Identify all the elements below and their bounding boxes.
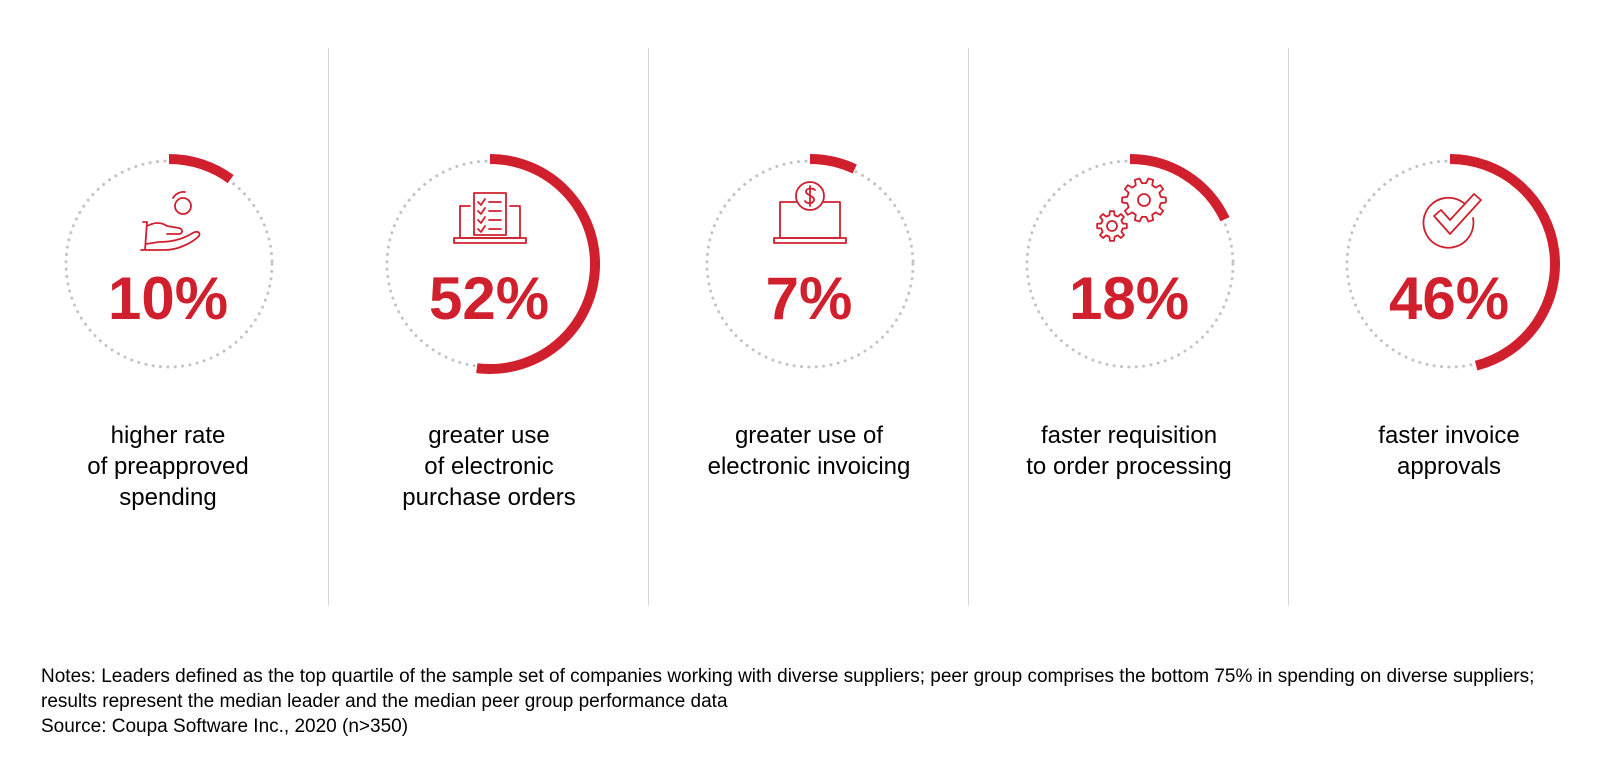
progress-ring: [385, 154, 600, 374]
notes-text: Notes: Leaders defined as the top quarti…: [41, 666, 1535, 712]
stat-value: 18%: [1068, 265, 1190, 332]
gears-icon: [1096, 177, 1167, 242]
stat-value: 7%: [765, 265, 853, 332]
stat-description: faster requisition to order processing: [1026, 422, 1232, 480]
progress-ring: [64, 154, 274, 369]
progress-ring: [1345, 154, 1560, 371]
stat-card: 18% faster requisition to order processi…: [968, 48, 1288, 606]
stat-description: greater use of electronic invoicing: [707, 422, 911, 480]
ring-arc: [168, 154, 234, 184]
stat-value: 46%: [1388, 265, 1510, 332]
check-circle-icon: [1422, 193, 1482, 249]
stat-card: 10% higher rate of preapproved spending: [8, 48, 328, 606]
stat-card: 46% faster invoice approvals: [1288, 48, 1608, 606]
ring-track: [64, 159, 274, 369]
stat-card: 7% greater use of electronic invoicing: [648, 48, 968, 606]
ring-arc: [1129, 154, 1230, 222]
ring-arc: [1449, 154, 1560, 371]
ring-track: [705, 159, 915, 369]
ring-arc: [809, 154, 857, 174]
laptop-checklist-icon: [453, 192, 527, 244]
stat-value: 10%: [107, 265, 229, 332]
stat-description: greater use of electronic purchase order…: [402, 422, 576, 511]
hand-coin-icon: [140, 191, 201, 251]
stat-value: 52%: [428, 265, 550, 332]
stat-description: faster invoice approvals: [1378, 422, 1520, 480]
stat-card: 52% greater use of electronic purchase o…: [328, 48, 648, 606]
source-text: Source: Coupa Software Inc., 2020 (n>350…: [41, 716, 409, 737]
stats-row: 10% higher rate of preapproved spending …: [8, 48, 1608, 606]
progress-ring: [1025, 154, 1235, 369]
laptop-dollar-icon: [773, 181, 847, 244]
ring-track: [1025, 159, 1235, 369]
footnotes: Notes: Leaders defined as the top quarti…: [41, 664, 1561, 739]
ring-arc: [476, 154, 600, 374]
progress-ring: [705, 154, 915, 369]
stat-description: higher rate of preapproved spending: [87, 422, 249, 511]
